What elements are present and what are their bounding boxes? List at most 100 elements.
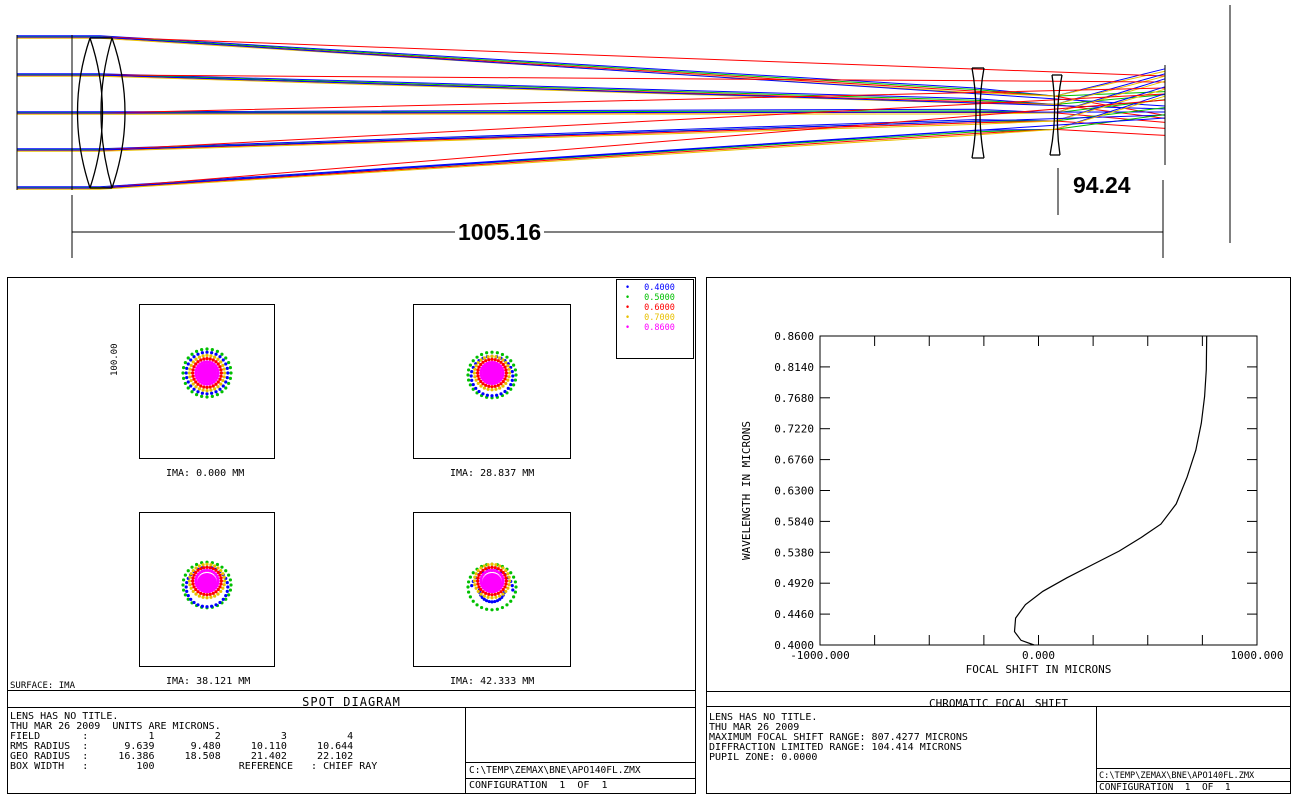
- spot-point: [189, 358, 193, 362]
- spot-point: [490, 354, 494, 358]
- spot-point: [477, 573, 481, 577]
- spot-point: [467, 590, 471, 594]
- spot-point: [194, 579, 198, 583]
- spot-point: [498, 564, 502, 568]
- spot-point: [506, 378, 510, 382]
- spot-point: [209, 563, 213, 567]
- spot-point: [181, 371, 185, 375]
- spot-point: [191, 576, 195, 580]
- spot-point: [216, 570, 220, 575]
- spot-point: [189, 384, 193, 388]
- spot-point: [211, 567, 215, 571]
- y-axis-label: WAVELENGTH IN MICRONS: [740, 421, 753, 560]
- spot-point: [189, 363, 193, 367]
- spot-point: [208, 357, 212, 361]
- field-label-2: IMA: 28.837 MM: [450, 468, 535, 479]
- spot-point: [186, 356, 190, 360]
- spot-point: [504, 368, 508, 372]
- spot-point: [221, 379, 225, 383]
- spot-point: [226, 371, 230, 375]
- spot-point: [467, 368, 471, 372]
- spot-point: [194, 357, 198, 361]
- spot-point: [469, 374, 473, 378]
- spot-point: [477, 585, 481, 589]
- spot-point: [191, 589, 195, 594]
- info-line: GEO RADIUS : 16.386 18.508 21.402 22.102: [10, 751, 354, 762]
- spot-point: [471, 382, 475, 387]
- spot-point: [183, 381, 187, 386]
- spot-point: [476, 381, 480, 386]
- spot-point: [501, 358, 505, 362]
- spot-point: [487, 358, 491, 362]
- spot-point: [205, 350, 209, 354]
- spot-point: [503, 573, 507, 577]
- spot-point: [504, 371, 508, 375]
- spot-point: [484, 599, 489, 603]
- spot-point: [512, 595, 516, 599]
- spot-point: [493, 358, 497, 362]
- spot-point: [218, 365, 222, 369]
- chromatic-focal-shift-plot: 0.4000 0.4460 0.4920 0.5380 0.5840 0.6300 0.67…: [740, 330, 1283, 676]
- spot-point: [479, 371, 483, 375]
- spot-point: [199, 384, 203, 388]
- x-axis-label: FOCAL SHIFT IN MICRONS: [966, 663, 1112, 676]
- spot-point: [205, 347, 209, 351]
- spot-point: [493, 566, 497, 570]
- spot-point: [194, 592, 198, 596]
- lens-layout-diagram: [16, 5, 1231, 258]
- spot-point: [210, 604, 214, 608]
- spot-point: [513, 590, 517, 594]
- file-path: C:\TEMP\ZEMAX\BNE\APO140FL.ZMX: [1099, 771, 1255, 781]
- spot-point: [202, 360, 207, 364]
- legend-entry: • 0.6000: [625, 303, 675, 313]
- spot-point: [210, 351, 214, 355]
- spot-point: [476, 374, 480, 378]
- spot-point: [194, 581, 198, 585]
- spot-point: [500, 605, 505, 610]
- spot-point: [468, 383, 472, 387]
- spot-point: [509, 382, 513, 387]
- spot-point: [197, 387, 201, 391]
- spot-point: [210, 348, 214, 352]
- spot-point: [481, 590, 485, 594]
- spot-diagram-title: SPOT DIAGRAM: [302, 695, 401, 709]
- spot-point: [188, 375, 192, 379]
- spot-point: [191, 579, 195, 583]
- ray: [17, 93, 1166, 188]
- spot-point: [484, 591, 488, 595]
- spot-point: [189, 379, 193, 383]
- spot-point: [216, 592, 220, 596]
- back-focus-dimension: 94.24: [1070, 172, 1134, 199]
- spot-point: [216, 380, 220, 384]
- spot-point: [191, 368, 195, 372]
- spot-point: [509, 387, 513, 391]
- spot-point: [479, 581, 483, 585]
- y-tick-label: 0.7220: [774, 423, 814, 436]
- spot-point: [487, 384, 491, 388]
- spot-point: [481, 392, 485, 396]
- y-tick-label: 0.5380: [774, 546, 814, 559]
- spot-point: [490, 394, 494, 398]
- spot-point: [216, 566, 220, 570]
- spot-point: [484, 359, 488, 363]
- spot-point: [501, 362, 505, 367]
- spot-point: [227, 593, 231, 597]
- spot-point: [486, 563, 490, 567]
- spot-point: [228, 588, 232, 592]
- ray: [17, 36, 1166, 107]
- spot-point: [202, 592, 206, 596]
- spot-core: [482, 363, 502, 383]
- spot-point: [479, 384, 483, 388]
- spot-point: [504, 589, 508, 594]
- spot-point: [219, 589, 223, 594]
- spot-point: [215, 393, 220, 397]
- spot-point: [194, 373, 198, 378]
- spot-point: [192, 387, 196, 391]
- spot-point: [499, 360, 503, 364]
- legend-label: 0.8600: [644, 323, 675, 333]
- spot-point: [504, 374, 508, 378]
- spot-point: [513, 368, 517, 372]
- spot-point: [498, 597, 502, 601]
- spot-point: [495, 607, 499, 611]
- spot-point: [223, 579, 227, 583]
